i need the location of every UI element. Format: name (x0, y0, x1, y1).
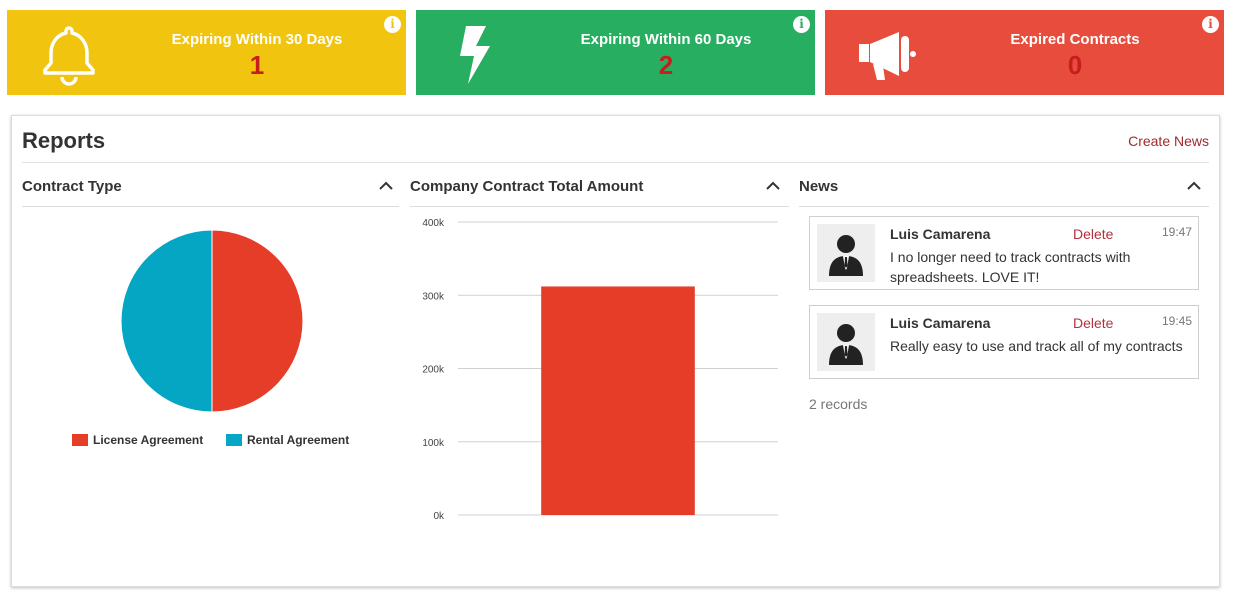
stat-count: 1 (249, 50, 265, 80)
page-title: Reports (22, 128, 106, 153)
news-time: 19:47 (1161, 225, 1192, 239)
delete-news-button[interactable]: Delete (1073, 226, 1114, 242)
chevron-up-icon[interactable] (1187, 180, 1201, 192)
stat-count: 2 (658, 50, 674, 80)
stat-card-expired: Expired Contracts 0 i (825, 10, 1224, 95)
records-count: 2 records (809, 396, 868, 412)
pie-slice-0[interactable] (211, 229, 304, 413)
stat-title: Expiring Within 60 Days (580, 31, 752, 48)
reports-panel: Reports Create News Contract Type Licens… (11, 115, 1220, 587)
stat-title: Expired Contracts (1010, 31, 1140, 48)
divider (22, 206, 399, 207)
chevron-up-icon[interactable] (766, 180, 780, 192)
legend-swatch (226, 434, 242, 446)
legend-item-license[interactable]: License Agreement (72, 433, 203, 447)
company-total-bar-chart: 0k 100k 200k 300k 400k (422, 218, 778, 522)
contract-type-pie-chart (120, 229, 304, 413)
news-text: Really easy to use and track all of my c… (890, 338, 1183, 354)
info-icon[interactable]: i (1202, 16, 1219, 33)
section-title-news: News (799, 178, 839, 195)
bar-0[interactable] (541, 286, 695, 515)
y-tick-label: 300k (422, 291, 445, 302)
avatar (817, 224, 875, 282)
info-icon[interactable]: i (384, 16, 401, 33)
megaphone-icon (859, 32, 916, 80)
y-tick-label: 200k (422, 365, 445, 376)
section-title-company-total: Company Contract Total Amount (410, 178, 644, 195)
legend-label: Rental Agreement (247, 433, 350, 447)
news-text: I no longer need to track contracts with… (890, 249, 1131, 285)
legend-item-rental[interactable]: Rental Agreement (226, 433, 349, 447)
news-time: 19:45 (1161, 314, 1192, 328)
stat-card-expiring-30: Expiring Within 30 Days 1 i (7, 10, 406, 95)
section-title-contract-type: Contract Type (22, 178, 122, 195)
divider (22, 162, 1209, 163)
legend-label: License Agreement (93, 433, 204, 447)
legend-swatch (72, 434, 88, 446)
avatar (817, 313, 875, 371)
bell-icon (43, 26, 95, 86)
divider (799, 206, 1209, 207)
y-tick-label: 100k (422, 438, 445, 449)
stat-count: 0 (1067, 50, 1083, 80)
info-icon[interactable]: i (793, 16, 810, 33)
stat-card-expiring-60: Expiring Within 60 Days 2 i (416, 10, 815, 95)
lightning-bolt-icon (460, 26, 490, 84)
pie-slice-1[interactable] (120, 229, 213, 413)
user-icon (829, 324, 863, 365)
news-author: Luis Camarena (890, 226, 991, 242)
news-author: Luis Camarena (890, 315, 991, 331)
chevron-up-icon[interactable] (379, 180, 393, 192)
delete-news-button[interactable]: Delete (1073, 315, 1114, 331)
news-item: Luis Camarena Delete 19:45 Really easy t… (809, 305, 1199, 379)
y-tick-label: 400k (422, 218, 445, 229)
y-tick-label: 0k (433, 511, 445, 522)
stat-title: Expiring Within 30 Days (171, 31, 343, 48)
user-icon (829, 235, 863, 276)
news-item: Luis Camarena Delete 19:47 I no longer n… (809, 216, 1199, 290)
create-news-link[interactable]: Create News (1128, 133, 1209, 149)
divider (410, 206, 789, 207)
